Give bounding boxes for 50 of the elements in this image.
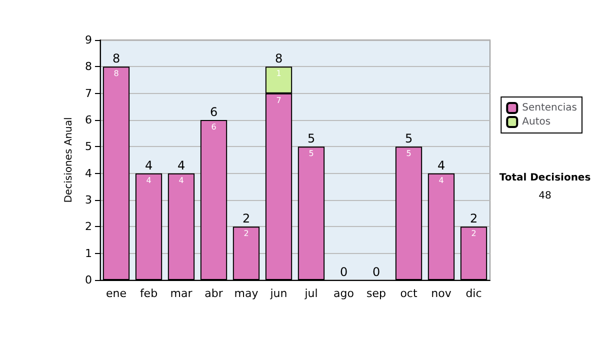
- total-label: 4: [177, 158, 186, 172]
- data-label: 4: [178, 176, 184, 185]
- data-label: 2: [471, 229, 476, 238]
- y-tick-label: 1: [85, 246, 92, 260]
- x-tick-label: feb: [140, 287, 158, 300]
- total-label: 4: [437, 158, 446, 172]
- data-label: 4: [438, 176, 444, 185]
- total-label: 5: [404, 132, 413, 146]
- x-tick-label: nov: [431, 287, 452, 300]
- y-tick-label: 9: [85, 34, 92, 46]
- total-label: 5: [307, 132, 316, 146]
- total-label: 2: [242, 212, 250, 226]
- y-tick-label: 5: [85, 140, 92, 154]
- text: Total Decisiones: [499, 172, 591, 184]
- x-tick-label: mar: [170, 287, 193, 300]
- data-label: 4: [146, 176, 152, 185]
- y-tick-label: 8: [85, 60, 92, 74]
- x-tick-label: dic: [466, 287, 482, 300]
- total-label: 8: [112, 52, 120, 66]
- x-tick-label: sep: [366, 287, 386, 300]
- text: 48: [538, 190, 552, 202]
- x-tick-label: jul: [304, 287, 318, 300]
- total-label: 8: [274, 52, 283, 66]
- total-label: 2: [470, 212, 478, 226]
- y-axis-title: Decisiones Anual: [64, 117, 75, 203]
- data-label: 8: [114, 69, 119, 78]
- total-label: 6: [210, 105, 218, 119]
- total-label: 4: [144, 158, 153, 172]
- total-label: 0: [372, 265, 380, 279]
- y-tick-label: 4: [85, 166, 92, 180]
- data-label: 2: [244, 229, 249, 238]
- data-label: 6: [211, 122, 216, 132]
- x-tick-label: ene: [106, 287, 127, 300]
- data-label: 7: [276, 96, 282, 105]
- y-tick-label: 3: [85, 194, 92, 206]
- y-tick-label: 6: [85, 114, 92, 126]
- y-tick-label: 0: [85, 274, 92, 286]
- y-tick-label: 7: [85, 86, 92, 100]
- data-label: 5: [406, 149, 412, 158]
- legend-label: Autos: [522, 116, 551, 128]
- legend-label: Sentencias: [522, 102, 578, 114]
- x-tick-label: oct: [400, 287, 418, 300]
- data-label: 5: [308, 149, 314, 158]
- x-tick-label: abr: [204, 287, 224, 300]
- y-tick-label: 2: [85, 220, 92, 234]
- x-tick-label: may: [234, 287, 259, 300]
- x-tick-label: jun: [269, 287, 288, 300]
- x-tick-label: ago: [334, 287, 354, 300]
- data-label: 1: [276, 69, 282, 78]
- total-label: 0: [340, 265, 348, 279]
